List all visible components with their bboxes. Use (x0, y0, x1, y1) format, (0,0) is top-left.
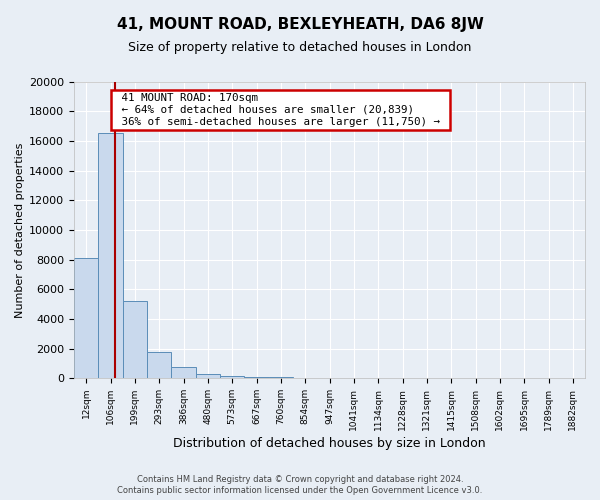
Bar (98, 134, 122, 378)
Text: 41 MOUNT ROAD: 170sqm
 ← 64% of detached houses are smaller (20,839)
 36% of sem: 41 MOUNT ROAD: 170sqm ← 64% of detached … (115, 94, 446, 126)
X-axis label: Distribution of detached houses by size in London: Distribution of detached houses by size … (173, 437, 486, 450)
Bar (244, 376, 269, 378)
Text: Contains public sector information licensed under the Open Government Licence v3: Contains public sector information licen… (118, 486, 482, 495)
Y-axis label: Number of detached properties: Number of detached properties (15, 142, 25, 318)
Bar (172, 367, 196, 378)
Bar (122, 301, 147, 378)
Bar (147, 352, 172, 378)
Bar (74, 258, 98, 378)
Text: 41, MOUNT ROAD, BEXLEYHEATH, DA6 8JW: 41, MOUNT ROAD, BEXLEYHEATH, DA6 8JW (116, 18, 484, 32)
Text: Contains HM Land Registry data © Crown copyright and database right 2024.: Contains HM Land Registry data © Crown c… (137, 475, 463, 484)
Bar (269, 377, 293, 378)
Bar (196, 374, 220, 378)
Text: Size of property relative to detached houses in London: Size of property relative to detached ho… (128, 41, 472, 54)
Bar (220, 376, 244, 378)
